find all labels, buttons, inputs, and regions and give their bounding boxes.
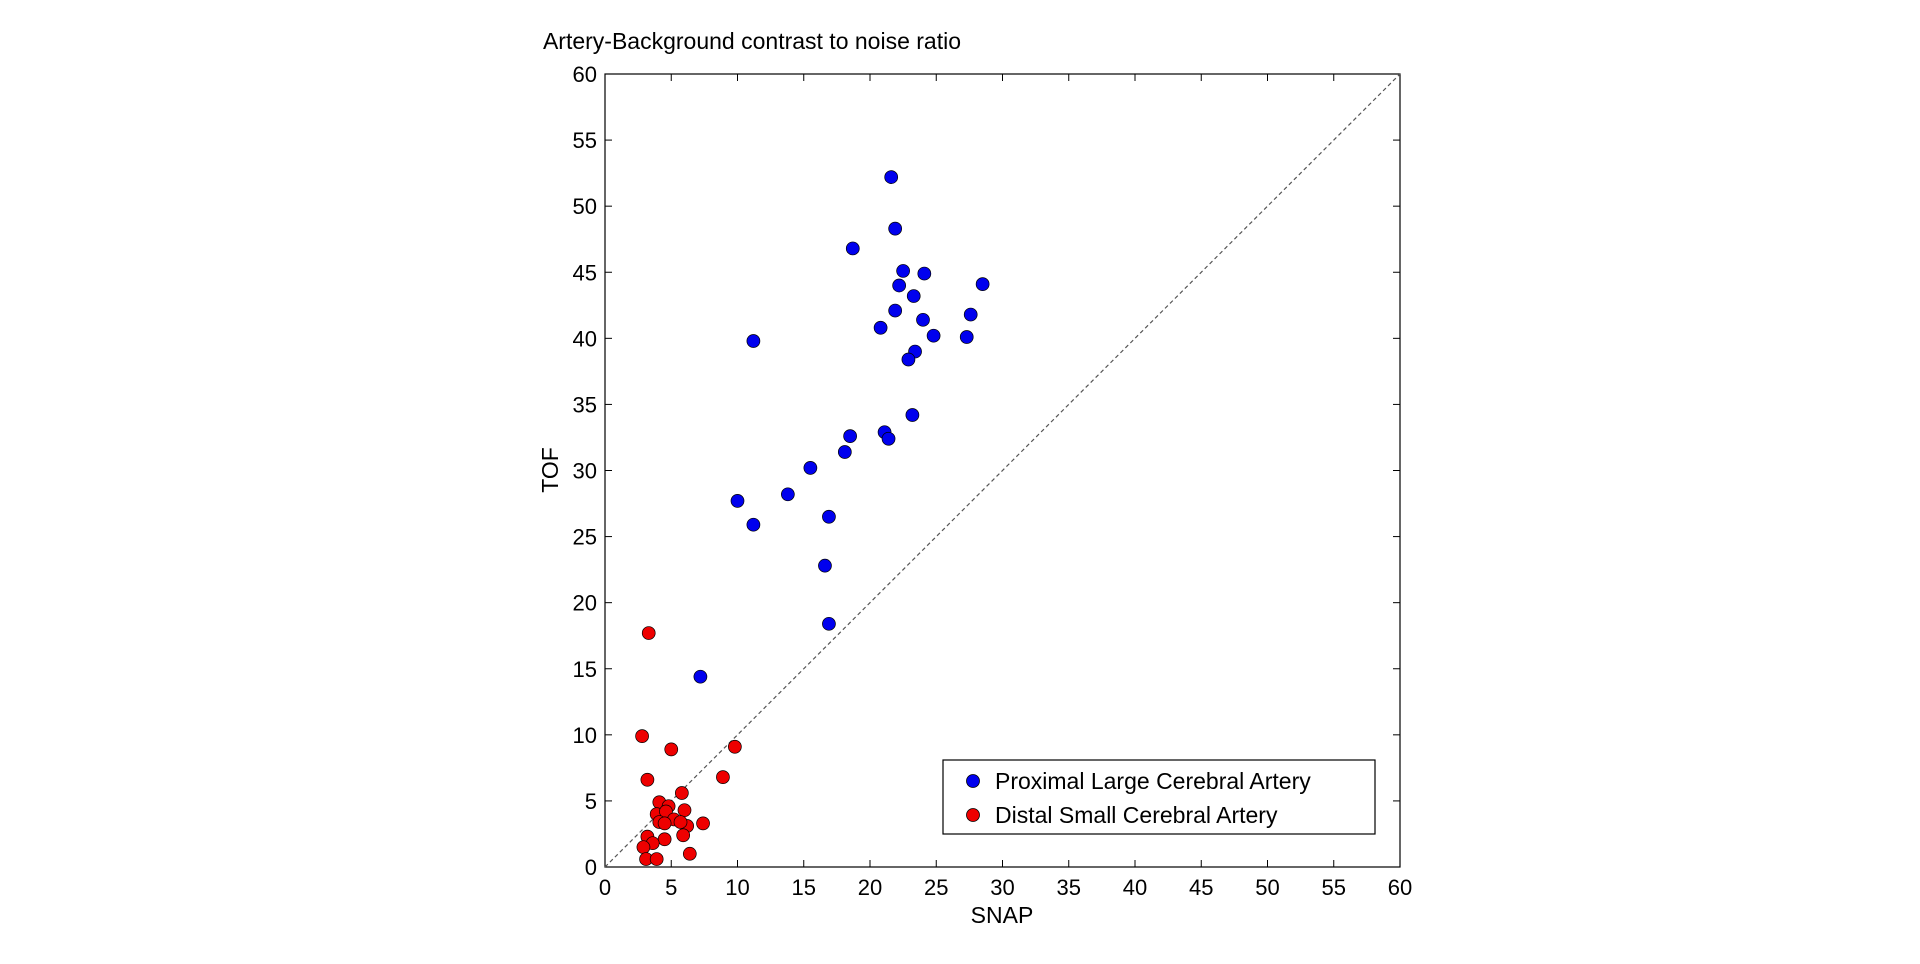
proximal-point <box>975 277 990 291</box>
x-axis-label: SNAP <box>971 902 1034 928</box>
proximal-point <box>892 278 907 293</box>
proximal-point <box>881 431 896 446</box>
x-tick-label: 15 <box>792 875 816 900</box>
proximal-point <box>845 241 860 256</box>
distal-point <box>677 803 692 818</box>
proximal-point <box>818 558 832 573</box>
distal-point <box>673 815 688 829</box>
proximal-point <box>884 170 899 184</box>
legend-marker-distal <box>966 808 980 822</box>
distal-point <box>664 742 679 757</box>
proximal-point <box>822 509 836 524</box>
x-tick-label: 20 <box>858 875 882 900</box>
legend-marker-proximal <box>966 774 980 788</box>
legend-label-distal: Distal Small Cerebral Artery <box>995 802 1278 828</box>
proximal-point <box>873 320 888 335</box>
proximal-point <box>888 303 903 318</box>
proximal-point <box>888 221 903 236</box>
y-tick-label: 55 <box>573 128 597 153</box>
legend-label-proximal: Proximal Large Cerebral Artery <box>995 768 1311 794</box>
x-tick-label: 55 <box>1322 875 1346 900</box>
y-tick-label: 20 <box>573 591 597 616</box>
distal-point <box>682 846 697 861</box>
distal-point <box>716 770 730 784</box>
y-tick-label: 50 <box>573 194 597 219</box>
x-tick-label: 35 <box>1057 875 1081 900</box>
proximal-point <box>926 328 941 343</box>
x-tick-label: 60 <box>1388 875 1412 900</box>
distal-point <box>657 832 672 847</box>
x-tick-label: 10 <box>725 875 749 900</box>
distal-point <box>636 840 651 855</box>
proximal-point <box>746 334 761 348</box>
proximal-point <box>901 352 916 367</box>
proximal-point <box>916 312 930 327</box>
y-tick-label: 25 <box>573 525 597 550</box>
proximal-point <box>803 461 818 475</box>
data-points <box>635 170 990 866</box>
x-tick-label: 30 <box>990 875 1014 900</box>
proximal-point <box>917 266 932 281</box>
diagonal-reference-line <box>604 73 1401 868</box>
distal-point <box>649 852 664 866</box>
distal-point <box>640 772 655 787</box>
x-tick-label: 45 <box>1189 875 1213 900</box>
x-tick-label: 25 <box>924 875 948 900</box>
axis-ticks: 0 5 10 15 20 25 30 35 40 45 50 55 60 0 5 10 15 20 25 30 35 40… <box>573 62 1413 900</box>
proximal-point <box>906 289 921 303</box>
proximal-point <box>896 264 910 278</box>
y-tick-label: 0 <box>585 855 597 880</box>
proximal-point <box>837 445 852 459</box>
y-axis-label: TOF <box>537 447 563 493</box>
y-tick-label: 35 <box>573 392 597 417</box>
distal-point <box>676 828 691 843</box>
proximal-point <box>905 408 920 422</box>
y-tick-label: 15 <box>573 657 597 682</box>
distal-point <box>641 626 656 640</box>
distal-point <box>635 729 649 744</box>
x-tick-label: 5 <box>665 875 677 900</box>
proximal-point <box>780 487 795 502</box>
x-tick-label: 50 <box>1255 875 1279 900</box>
y-tick-label: 5 <box>585 789 597 814</box>
identity-line <box>604 73 1401 868</box>
legend: Proximal Large Cerebral Artery Distal Sm… <box>942 759 1376 835</box>
x-tick-label: 40 <box>1123 875 1147 900</box>
y-tick-label: 40 <box>573 326 597 351</box>
y-tick-label: 60 <box>573 62 597 87</box>
proximal-point <box>693 669 708 684</box>
proximal-point <box>822 616 836 631</box>
y-tick-label: 30 <box>573 459 597 484</box>
proximal-point <box>963 307 978 322</box>
y-tick-label: 10 <box>573 723 597 748</box>
proximal-point <box>746 517 761 532</box>
distal-point <box>674 786 689 800</box>
x-tick-label: 0 <box>599 875 611 900</box>
distal-point <box>657 816 672 831</box>
distal-point <box>727 739 742 754</box>
legend-box <box>942 759 1376 835</box>
y-tick-label: 45 <box>573 260 597 285</box>
proximal-point <box>959 330 974 344</box>
distal-point <box>696 816 710 831</box>
chart-title: Artery-Background contrast to noise rati… <box>543 28 961 54</box>
proximal-point <box>730 494 745 508</box>
proximal-point <box>843 429 857 443</box>
